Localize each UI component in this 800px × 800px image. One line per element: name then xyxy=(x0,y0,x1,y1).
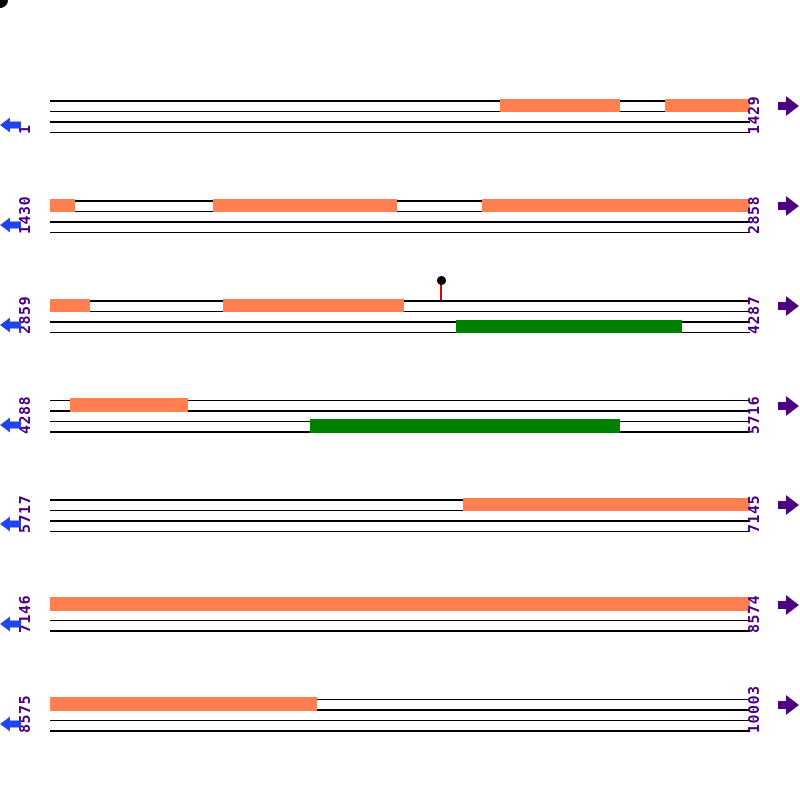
forward-feature-bar xyxy=(50,697,317,711)
frame-line xyxy=(50,399,750,401)
frame-line xyxy=(50,321,750,323)
forward-feature-bar xyxy=(500,98,620,112)
reverse-feature-bar xyxy=(310,419,620,433)
reverse-strand-arrow-icon[interactable] xyxy=(0,117,21,137)
forward-strand-arrow-icon[interactable] xyxy=(778,95,799,121)
frame-line xyxy=(50,509,750,511)
frame-line xyxy=(50,499,750,501)
reverse-strand-arrow-icon[interactable] xyxy=(0,516,21,536)
frame-line xyxy=(50,131,750,133)
frame-line xyxy=(50,619,750,621)
forward-feature-bar xyxy=(50,298,90,312)
frame-line xyxy=(50,121,750,123)
frame-line xyxy=(50,698,750,700)
forward-feature-bar xyxy=(482,198,750,212)
frame-line xyxy=(50,231,750,233)
reverse-strand-arrow-icon[interactable] xyxy=(0,716,21,736)
forward-strand-arrow-icon[interactable] xyxy=(778,594,799,620)
corner-artifact xyxy=(0,0,8,8)
reverse-strand-arrow-icon[interactable] xyxy=(0,616,21,636)
frame-line xyxy=(50,100,750,102)
frame-line xyxy=(50,221,750,223)
forward-feature-bar xyxy=(223,298,404,312)
frame-line xyxy=(50,520,750,522)
forward-feature-bar xyxy=(213,198,397,212)
frame-line xyxy=(50,709,750,711)
forward-strand-arrow-icon[interactable] xyxy=(778,195,799,221)
site-marker-stem xyxy=(440,284,442,300)
row-end-coordinate: 10003 xyxy=(745,684,763,733)
reverse-strand-arrow-icon[interactable] xyxy=(0,217,21,237)
row-end-coordinate: 2858 xyxy=(745,195,763,234)
row-end-coordinate: 4287 xyxy=(745,295,763,334)
forward-feature-bar xyxy=(70,398,188,412)
reverse-feature-bar xyxy=(456,319,682,333)
forward-feature-bar xyxy=(665,98,750,112)
forward-feature-bar xyxy=(463,497,750,511)
forward-strand-arrow-icon[interactable] xyxy=(778,494,799,520)
frame-line xyxy=(50,200,750,202)
frame-line xyxy=(50,210,750,212)
frame-line xyxy=(50,730,750,732)
forward-feature-bar xyxy=(50,198,75,212)
frame-line xyxy=(50,530,750,532)
site-marker-dot xyxy=(436,275,446,285)
forward-strand-arrow-icon[interactable] xyxy=(778,395,799,421)
frame-line xyxy=(50,630,750,632)
forward-feature-bar xyxy=(50,597,750,611)
forward-strand-arrow-icon[interactable] xyxy=(778,295,799,321)
row-end-coordinate: 5716 xyxy=(745,395,763,434)
row-end-coordinate: 1429 xyxy=(745,95,763,134)
reverse-strand-arrow-icon[interactable] xyxy=(0,317,21,337)
frame-line xyxy=(50,719,750,721)
row-end-coordinate: 8574 xyxy=(745,594,763,633)
frame-line xyxy=(50,110,750,112)
frame-line xyxy=(50,410,750,412)
reverse-strand-arrow-icon[interactable] xyxy=(0,417,21,437)
row-end-coordinate: 7145 xyxy=(745,494,763,533)
forward-strand-arrow-icon[interactable] xyxy=(778,694,799,720)
frame-line xyxy=(50,331,750,333)
